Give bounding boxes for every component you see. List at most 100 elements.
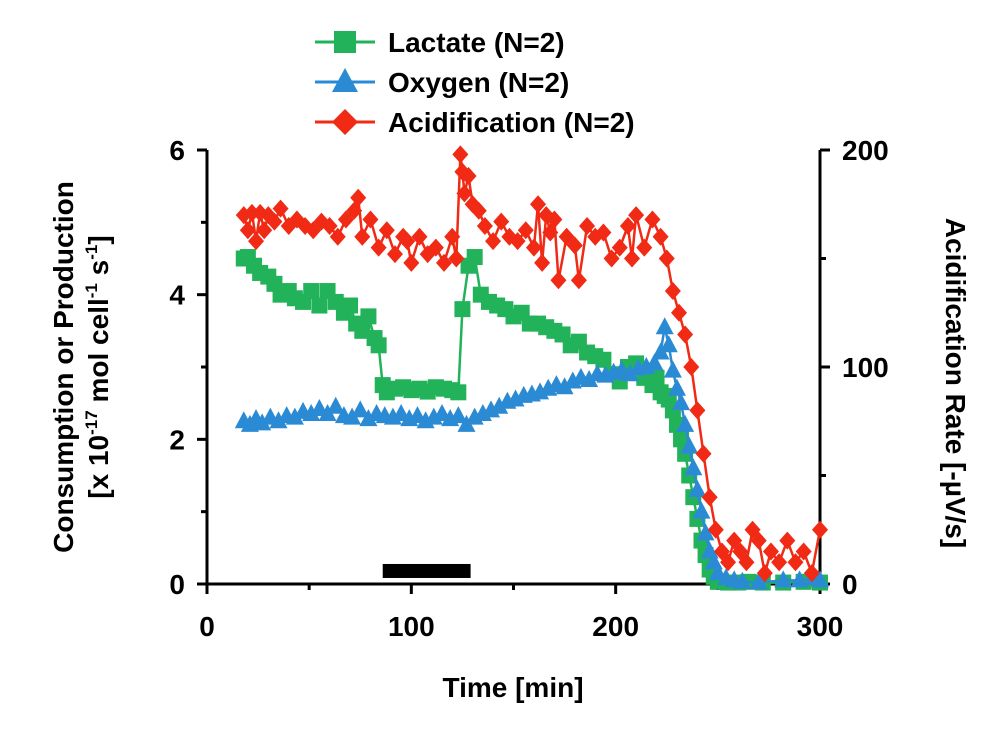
data-point-diamond [476,216,493,235]
data-point-triangle [645,353,664,371]
right-y-axis-title: Acidification Rate [-µV/s] [940,218,971,548]
data-point-diamond [550,271,567,290]
ylabel-part-a: [x 10 [83,435,114,499]
data-point-diamond [787,553,804,572]
left-y-axis-title-line1: Consumption or Production [48,181,79,553]
data-point-diamond [517,221,534,240]
data-point-triangle [555,377,574,395]
data-point-diamond [436,253,453,272]
data-point-diamond [707,520,724,539]
data-point-square [454,301,471,318]
data-point-triangle [811,570,829,588]
data-point-diamond [370,238,387,257]
y-left-tick-label: 4 [169,280,185,311]
y-right-tick-label: 100 [842,352,889,383]
data-point-triangle [655,317,674,335]
data-point-diamond [530,195,547,214]
data-point-diamond [595,223,612,242]
data-point-diamond [509,232,526,251]
legend-marker-square [334,31,356,53]
data-point-diamond [779,531,796,550]
data-point-diamond [399,232,416,251]
data-point-triangle [680,436,699,454]
data-point-diamond [628,206,645,225]
data-point-square [450,384,467,401]
data-point-triangle [790,570,809,588]
data-point-diamond [738,553,755,572]
data-point-square [466,249,483,266]
data-point-triangle [580,370,599,388]
data-point-diamond [350,188,367,207]
legend-marker-triangle [332,68,358,92]
data-point-diamond [652,227,669,246]
data-point-diamond [570,271,587,290]
data-point-diamond [329,227,346,246]
data-point-diamond [762,542,779,561]
data-point-triangle [696,523,715,541]
data-point-triangle [749,572,768,590]
data-point-triangle [253,413,272,431]
data-point-diamond [493,212,510,231]
data-point-triangle [269,411,288,429]
data-point-diamond [239,221,256,240]
data-point-triangle [774,570,793,588]
ylabel-exp-1: -17 [82,410,101,435]
data-point-triangle [285,407,304,425]
data-point-square [360,308,377,325]
legend-label-lactate: Lactate (N=2) [388,27,565,58]
ylabel-exp-2: -1 [82,283,101,298]
ylabel-exp-3: -1 [82,245,101,260]
data-point-triangle [684,458,703,476]
data-point-triangle [620,364,639,382]
y-right-tick-label: 200 [842,135,889,166]
series-layer [234,145,829,591]
data-point-square [311,297,328,314]
data-point-diamond [272,199,289,218]
data-point-diamond [354,227,371,246]
data-point-diamond [619,216,636,235]
data-point-triangle [359,409,378,427]
data-point-diamond [566,236,583,255]
data-point-triangle [659,335,678,353]
data-point-diamond [658,249,675,268]
data-point-diamond [485,232,502,251]
x-tick-label: 0 [199,611,215,642]
data-point-diamond [427,238,444,257]
y-left-tick-label: 2 [169,424,185,455]
x-tick-label: 200 [592,611,639,642]
data-point-diamond [321,216,338,235]
data-point-diamond [720,553,737,572]
ylabel-part-d: ] [83,235,114,244]
data-point-square [370,337,387,354]
y-left-tick-label: 0 [169,569,185,600]
data-point-diamond [701,488,718,507]
left-y-axis-title-line2: [x 10-17 mol cell-1 s-1] [82,235,114,498]
data-point-triangle [676,414,695,432]
data-point-diamond [812,520,828,539]
data-point-square [673,431,690,448]
y-right-tick-label: 0 [842,569,858,600]
data-point-triangle [302,404,321,422]
data-point-diamond [403,253,420,272]
data-point-square [354,322,371,339]
data-point-diamond [579,216,596,235]
data-point-diamond [243,203,260,222]
ylabel-part-b: mol cell [83,298,114,410]
data-point-diamond [671,303,688,322]
data-point-diamond [750,531,767,550]
legend-marker-diamond [332,109,358,135]
data-point-diamond [803,564,820,583]
data-point-triangle [667,378,686,396]
y-left-tick-label: 6 [169,135,185,166]
data-point-triangle [663,360,682,378]
tick-label-group: 0 100 200 300 0 2 4 6 0 100 200 [169,135,888,642]
data-point-square [303,283,320,300]
legend: Lactate (N=2) Oxygen (N=2) Acidification… [315,27,635,138]
data-point-diamond [624,249,641,268]
data-point-diamond [256,221,273,240]
data-point-triangle [733,571,752,589]
data-point-diamond [534,253,551,272]
data-point-diamond [456,184,473,203]
data-point-diamond [683,358,700,376]
data-point-diamond [460,167,477,186]
